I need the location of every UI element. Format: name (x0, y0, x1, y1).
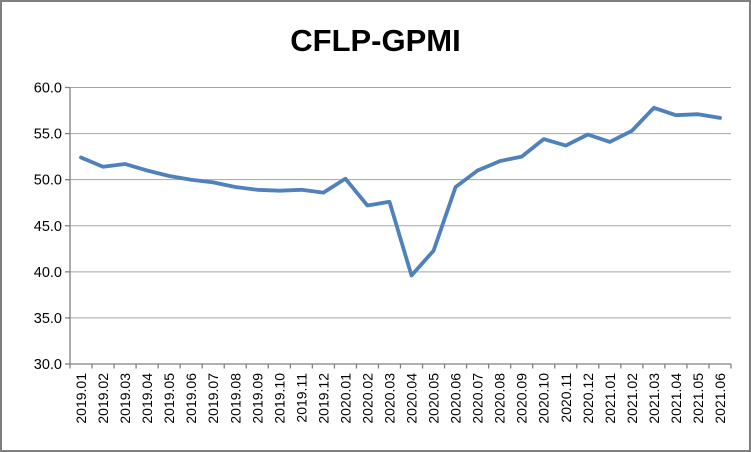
x-axis-label: 2019.04 (139, 373, 155, 424)
x-axis-label: 2021.04 (668, 373, 684, 424)
y-axis-label: 35.0 (34, 311, 62, 327)
y-axis-label: 30.0 (34, 357, 62, 373)
x-axis-label: 2020.09 (514, 373, 530, 424)
x-axis-label: 2019.08 (227, 373, 243, 424)
x-axis-label: 2019.10 (271, 373, 287, 424)
chart-title: CFLP-GPMI (290, 23, 461, 58)
y-axis-label: 55.0 (34, 127, 62, 143)
x-axis-label: 2019.09 (249, 373, 265, 424)
x-axis-label: 2021.06 (712, 373, 728, 424)
x-axis-label: 2019.11 (293, 373, 309, 423)
x-axis-label: 2020.08 (492, 373, 508, 424)
y-axis-label: 50.0 (34, 173, 62, 189)
x-axis-label: 2020.04 (404, 373, 420, 424)
y-axis-label: 40.0 (34, 265, 62, 281)
x-axis-label: 2021.03 (646, 373, 662, 424)
x-axis-label: 2019.03 (117, 373, 133, 424)
x-axis-label: 2019.06 (183, 373, 199, 424)
y-axis-label: 60.0 (34, 81, 62, 97)
x-axis-label: 2020.06 (448, 373, 464, 424)
x-axis-label: 2020.11 (558, 373, 574, 423)
x-axis-label: 2019.12 (315, 373, 331, 424)
x-axis-label: 2020.02 (359, 373, 375, 424)
x-axis-label: 2020.01 (337, 373, 353, 424)
data-line-cflp-gpmi (79, 105, 722, 278)
x-axis-label: 2019.02 (95, 373, 111, 424)
x-axis-label: 2021.02 (624, 373, 640, 424)
x-axis-label: 2020.05 (426, 373, 442, 424)
x-axis-label: 2019.07 (205, 373, 221, 424)
x-axis-label: 2020.03 (381, 373, 397, 424)
y-axis-label: 45.0 (34, 219, 62, 235)
x-axis-label: 2019.05 (161, 373, 177, 424)
x-axis-label: 2021.05 (690, 373, 706, 424)
x-axis-label: 2020.12 (580, 373, 596, 424)
x-axis-label: 2019.01 (73, 373, 89, 424)
x-axis-label: 2020.10 (536, 373, 552, 424)
x-axis-label: 2021.01 (602, 373, 618, 424)
x-axis-label: 2020.07 (470, 373, 486, 424)
